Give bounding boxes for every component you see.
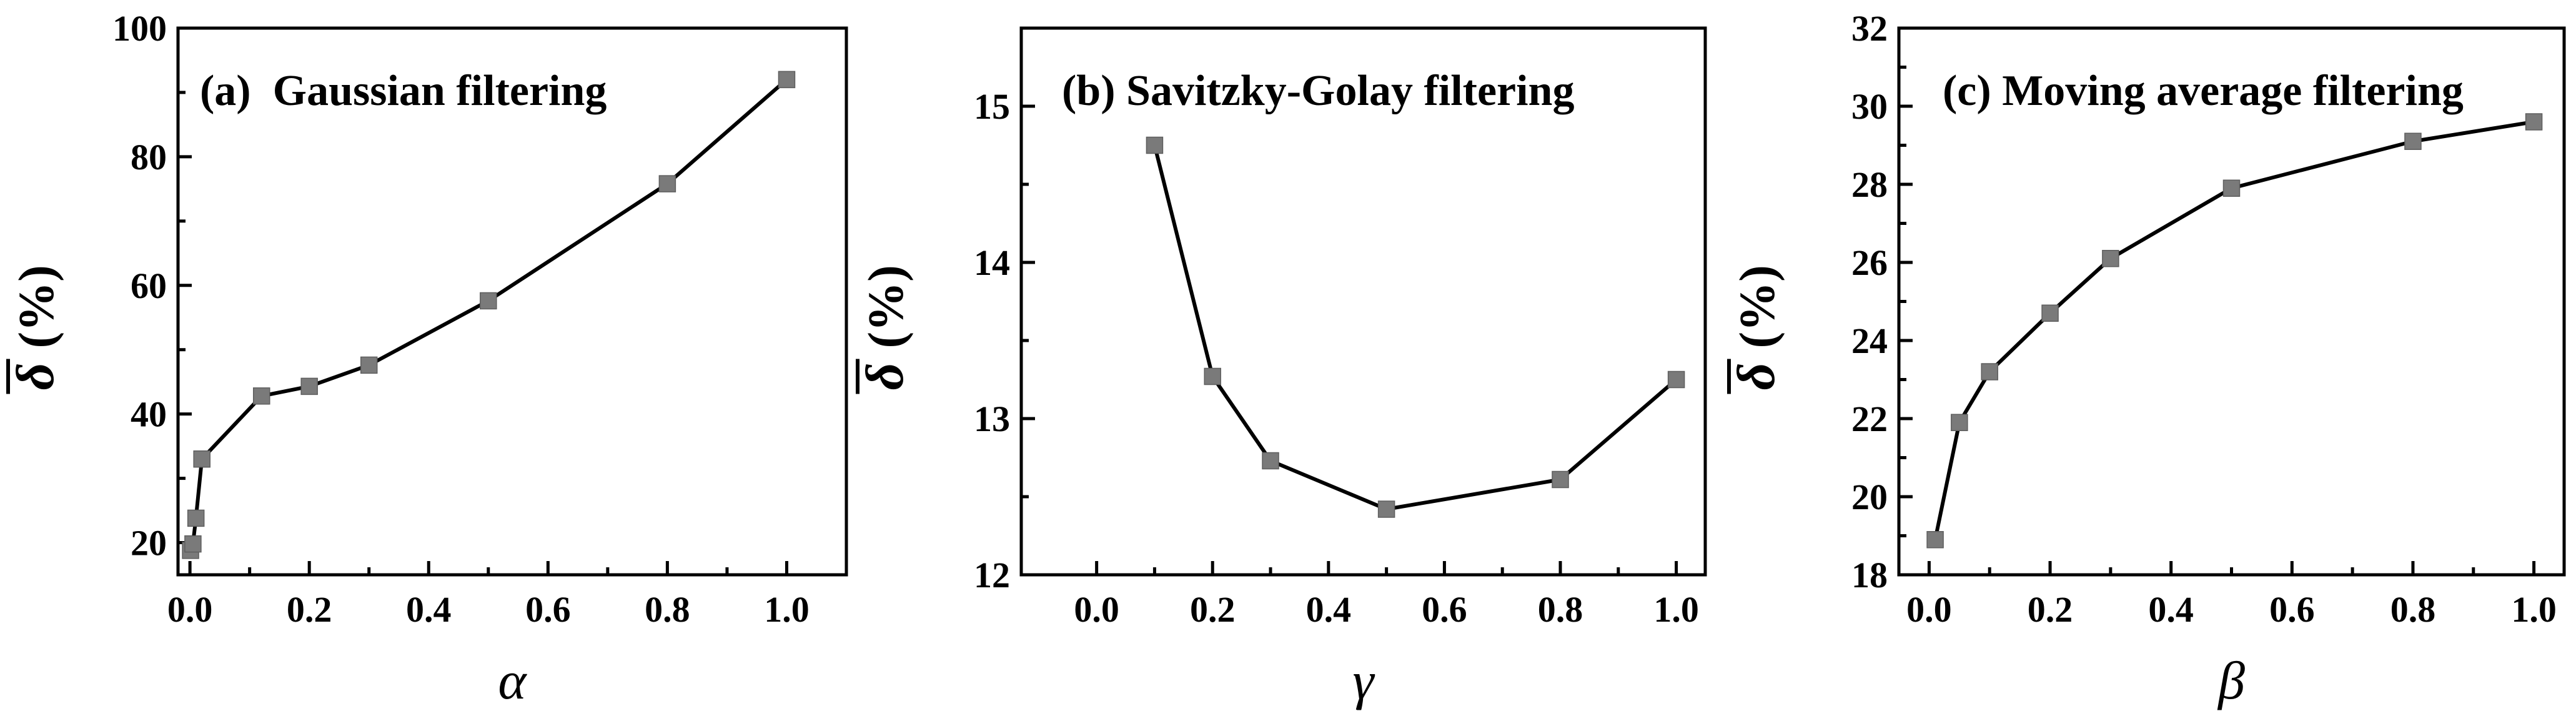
data-point — [480, 292, 497, 310]
data-point — [1262, 452, 1279, 470]
y-axis-unit: (%) — [9, 265, 64, 348]
data-point — [658, 175, 676, 192]
x-tick-label: 0.4 — [2148, 589, 2194, 630]
y-axis-label: δ (%) — [5, 265, 65, 394]
data-point — [2222, 179, 2241, 197]
y-tick-label: 40 — [131, 394, 167, 435]
data-point — [778, 71, 796, 89]
data-point — [187, 509, 205, 527]
x-tick-label: 0.8 — [645, 589, 690, 630]
chart-panel-2: 0.0 0.2 0.4 0.6 0.8 1.0 12 13 14 15 (b) Savitzky-G… — [855, 26, 1707, 710]
x-tick-label: 1.0 — [2511, 589, 2557, 630]
y-axis-unit: (%) — [859, 265, 914, 348]
chart-panel-3: 0.0 0.2 0.4 0.6 0.8 1.0 18 20 22 24 26 28 30 32 (c) Mo… — [1726, 8, 2566, 710]
x-tick-label: 0.8 — [2390, 589, 2436, 630]
x-tick-label: 0.6 — [525, 589, 571, 630]
x-tick-label: 0.8 — [1538, 589, 1583, 630]
y-tick-label: 80 — [131, 137, 167, 177]
x-tick-label: 1.0 — [1653, 589, 1699, 630]
y-axis-symbol: δ — [1726, 362, 1786, 390]
x-tick-label: 0.2 — [287, 589, 332, 630]
y-tick-label: 20 — [131, 523, 167, 564]
data-point — [1667, 370, 1685, 389]
data-point — [2102, 250, 2119, 267]
y-tick-label: 15 — [974, 86, 1010, 127]
plot-frame — [176, 26, 848, 577]
y-tick-label: 28 — [1851, 164, 1888, 205]
y-tick-label: 60 — [131, 266, 167, 306]
x-tick-label: 1.0 — [764, 589, 810, 630]
data-point — [2041, 304, 2059, 322]
data-point — [1951, 414, 1968, 431]
panel-title: (a) Gaussian filtering — [200, 67, 607, 115]
data-point — [1981, 363, 1998, 380]
y-axis-symbol: δ — [855, 362, 914, 390]
data-point — [1204, 367, 1221, 385]
data-point — [253, 387, 270, 405]
y-tick-label: 32 — [1851, 8, 1888, 49]
x-tick-label: 0.4 — [1306, 589, 1352, 630]
x-tick-label: 0.4 — [406, 589, 452, 630]
data-point — [1377, 500, 1395, 518]
y-tick-label: 30 — [1851, 86, 1888, 127]
y-tick-label: 12 — [974, 555, 1010, 595]
series-line — [189, 78, 788, 551]
series-line — [1152, 144, 1678, 511]
data-point — [1926, 531, 1944, 549]
data-point — [193, 450, 211, 468]
data-point — [1146, 136, 1164, 154]
data-point — [300, 377, 318, 395]
y-tick-label: 26 — [1851, 242, 1888, 283]
data-point — [2525, 113, 2543, 131]
y-axis-unit: (%) — [1730, 265, 1785, 348]
x-tick-label: 0.2 — [2028, 589, 2073, 630]
y-tick-label: 13 — [974, 399, 1010, 439]
data-point — [360, 356, 378, 374]
x-tick-label: 0.6 — [1422, 589, 1467, 630]
x-axis-label: γ — [1353, 650, 1375, 710]
x-axis-label: α — [498, 650, 527, 710]
panel-title: (c) Moving average filtering — [1943, 67, 2464, 115]
y-axis-symbol: δ — [5, 362, 65, 390]
x-tick-label: 0.0 — [1906, 589, 1952, 630]
x-tick-label: 0.0 — [1074, 589, 1119, 630]
data-point — [184, 535, 202, 553]
x-tick-label: 0.0 — [167, 589, 213, 630]
y-axis-label: δ (%) — [855, 265, 914, 394]
y-tick-label: 18 — [1851, 555, 1888, 595]
y-tick-label: 14 — [974, 242, 1010, 283]
y-tick-label: 20 — [1851, 477, 1888, 517]
y-axis-label: δ (%) — [1726, 265, 1786, 394]
y-tick-label: 22 — [1851, 399, 1888, 439]
y-tick-label: 24 — [1851, 321, 1888, 361]
chart-panel-1: 0.0 0.2 0.4 0.6 0.8 1.0 20 40 60 80 100 (a) Gaussia… — [5, 8, 848, 710]
x-tick-label: 0.2 — [1190, 589, 1236, 630]
data-point — [1552, 470, 1569, 489]
plot-frame — [1019, 26, 1707, 577]
panel-title: (b) Savitzky-Golay filtering — [1062, 67, 1574, 115]
x-tick-label: 0.6 — [2269, 589, 2315, 630]
data-point — [2404, 132, 2422, 150]
y-tick-label: 100 — [112, 8, 167, 49]
x-axis-label: β — [2217, 650, 2245, 710]
